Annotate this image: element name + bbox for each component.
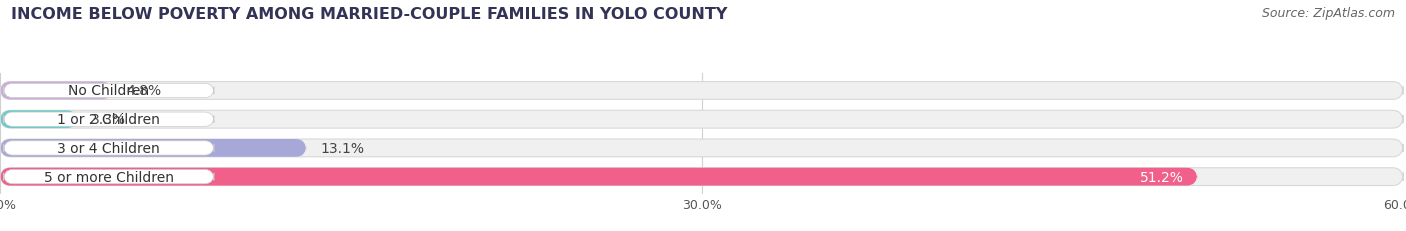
Text: Source: ZipAtlas.com: Source: ZipAtlas.com	[1261, 7, 1395, 20]
Text: 51.2%: 51.2%	[1139, 170, 1184, 184]
FancyBboxPatch shape	[3, 141, 214, 155]
Text: No Children: No Children	[67, 84, 149, 98]
FancyBboxPatch shape	[0, 140, 307, 157]
FancyBboxPatch shape	[0, 82, 1403, 100]
Text: INCOME BELOW POVERTY AMONG MARRIED-COUPLE FAMILIES IN YOLO COUNTY: INCOME BELOW POVERTY AMONG MARRIED-COUPL…	[11, 7, 728, 22]
Text: 13.1%: 13.1%	[321, 141, 364, 155]
Text: 5 or more Children: 5 or more Children	[44, 170, 174, 184]
FancyBboxPatch shape	[0, 111, 1403, 128]
FancyBboxPatch shape	[3, 84, 214, 98]
Text: 3.3%: 3.3%	[91, 113, 127, 127]
FancyBboxPatch shape	[0, 168, 1403, 186]
FancyBboxPatch shape	[0, 111, 77, 128]
Text: 1 or 2 Children: 1 or 2 Children	[58, 113, 160, 127]
FancyBboxPatch shape	[0, 82, 112, 100]
Text: 4.8%: 4.8%	[127, 84, 162, 98]
FancyBboxPatch shape	[0, 140, 1403, 157]
Text: 3 or 4 Children: 3 or 4 Children	[58, 141, 160, 155]
FancyBboxPatch shape	[3, 170, 214, 184]
FancyBboxPatch shape	[3, 112, 214, 127]
FancyBboxPatch shape	[0, 168, 1198, 186]
